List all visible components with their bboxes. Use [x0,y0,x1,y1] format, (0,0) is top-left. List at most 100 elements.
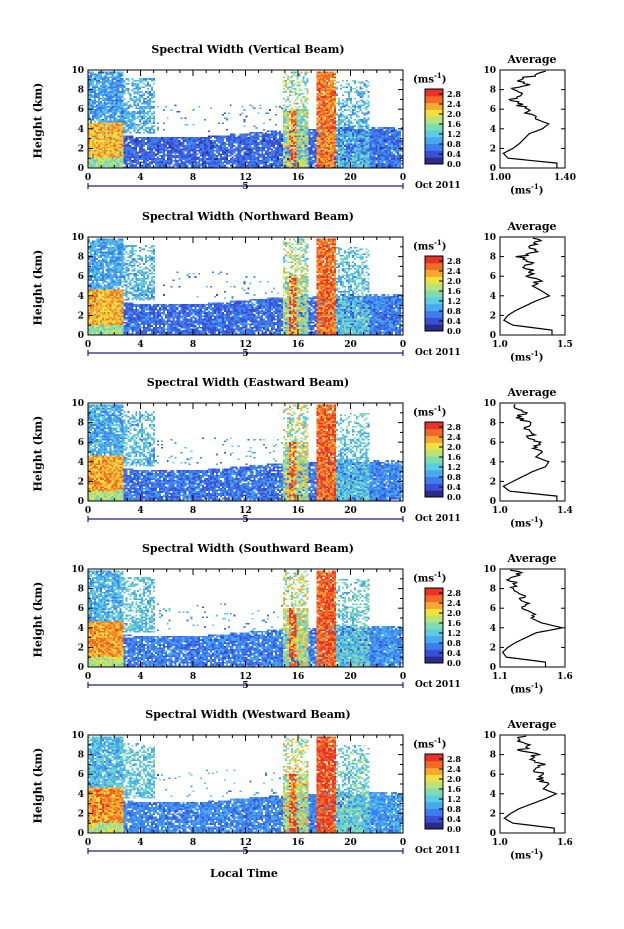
colorbar-segment [425,594,443,603]
unit-prefix: (ms [413,573,434,585]
unit-exp: -1 [530,681,539,690]
chart-title: Spectral Width (Vertical Beam) [151,43,345,56]
colorbar-tick-label: 0.0 [447,326,461,336]
y-tick-label: 6 [78,438,84,448]
day-marker: 5 [242,847,248,857]
heatmap-image [88,735,403,833]
colorbar-frame [424,88,444,165]
y-tick-label: 8 [78,419,84,429]
unit-suffix: ) [538,352,544,364]
unit-prefix: (ms [510,684,531,696]
colorbar-segment [425,157,443,165]
colorbar-segment [425,435,443,443]
avg-y-tick-label: 0 [490,164,496,174]
avg-y-tick-label: 6 [490,438,496,448]
avg-x-tick-label: 1.00 [489,173,511,183]
colorbar-tick-label: 0.4 [447,482,461,492]
colorbar-segment [425,622,443,630]
date-label: Oct 2011 [415,514,461,524]
x-tick-label: 0 [400,340,406,350]
colorbar-unit: (ms-1) [413,736,446,750]
colorbar-frame [424,421,444,498]
colorbar-unit: (ms-1) [413,404,446,418]
colorbar-segment [425,615,443,623]
y-tick-label: 8 [78,86,84,96]
x-axis-label: Local Time [210,867,278,880]
colorbar-unit: (ms-1) [413,71,446,85]
average-frame [499,568,566,668]
average-profile-line [502,70,558,168]
date-label: Oct 2011 [415,680,461,690]
colorbar-unit: (ms-1) [413,570,446,584]
unit-suffix: ) [441,241,447,253]
y-tick-label: 6 [78,604,84,614]
unit-exp: -1 [530,182,539,191]
x-tick-label: 12 [239,173,252,183]
average-title: Average [507,718,557,731]
colorbar-segment [425,442,443,450]
colorbar-tick-label: 2.8 [447,588,461,598]
x-tick-label: 4 [137,838,143,848]
average-x-label: (ms-1) [510,182,543,196]
colorbar-segment [425,123,443,131]
colorbar-segment [425,601,443,609]
colorbar-tick-label: 0.4 [447,149,461,159]
unit-prefix: (ms [413,407,434,419]
unit-exp: -1 [433,238,442,247]
date-label: Oct 2011 [415,846,461,856]
avg-x-tick-label: 1.40 [554,173,576,183]
y-tick-label: 6 [78,105,84,115]
avg-y-tick-label: 4 [490,125,496,135]
average-title: Average [507,386,557,399]
colorbar-tick-label: 0.0 [447,824,461,834]
colorbar-tick-label: 2.4 [447,99,461,109]
x-tick-label: 0 [400,173,406,183]
avg-x-tick-label: 1.5 [557,340,573,350]
colorbar-segment [425,262,443,271]
x-tick-label: 8 [190,506,196,516]
unit-suffix: ) [538,518,544,530]
colorbar-tick-label: 2.0 [447,774,461,784]
colorbar-segment [425,642,443,650]
avg-y-tick-label: 2 [490,477,496,487]
avg-x-tick-label: 1.6 [557,672,573,682]
colorbar-segment [425,808,443,816]
colorbar-tick-label: 1.6 [447,286,461,296]
colorbar-segment [425,801,443,810]
day-marker: 5 [242,349,248,359]
colorbar-segment [425,290,443,298]
average-profile-line [503,735,558,833]
colorbar-tick-label: 2.0 [447,276,461,286]
average-frame [499,69,566,169]
x-tick-label: 0 [400,672,406,682]
colorbar-tick-label: 2.8 [447,256,461,266]
avg-x-tick-label: 1.0 [492,506,508,516]
x-tick-label: 20 [344,340,357,350]
colorbar-segment [425,469,443,478]
colorbar-segment [425,456,443,464]
colorbar-tick-label: 2.0 [447,109,461,119]
x-tick-label: 4 [137,340,143,350]
unit-prefix: (ms [413,74,434,86]
colorbar-segment [425,283,443,291]
avg-x-tick-label: 1.4 [557,506,573,516]
colorbar-segment [425,303,443,312]
unit-suffix: ) [441,407,447,419]
y-tick-label: 10 [71,731,84,741]
y-tick-label: 4 [78,292,84,302]
colorbar-segment [425,143,443,151]
colorbar-segment [425,116,443,124]
y-tick-label: 4 [78,125,84,135]
chart-title: Spectral Width (Eastward Beam) [146,376,350,389]
x-tick-label: 12 [239,838,252,848]
colorbar-tick-label: 2.4 [447,598,461,608]
x-tick-label: 20 [344,506,357,516]
colorbar-tick-label: 1.2 [447,462,461,472]
unit-prefix: (ms [510,185,531,197]
x-tick-label: 0 [85,506,91,516]
colorbar-tick-label: 2.8 [447,89,461,99]
x-tick-label: 16 [292,340,305,350]
colorbar-tick-label: 0.8 [447,804,461,814]
y-tick-label: 6 [78,272,84,282]
x-tick-label: 12 [239,340,252,350]
